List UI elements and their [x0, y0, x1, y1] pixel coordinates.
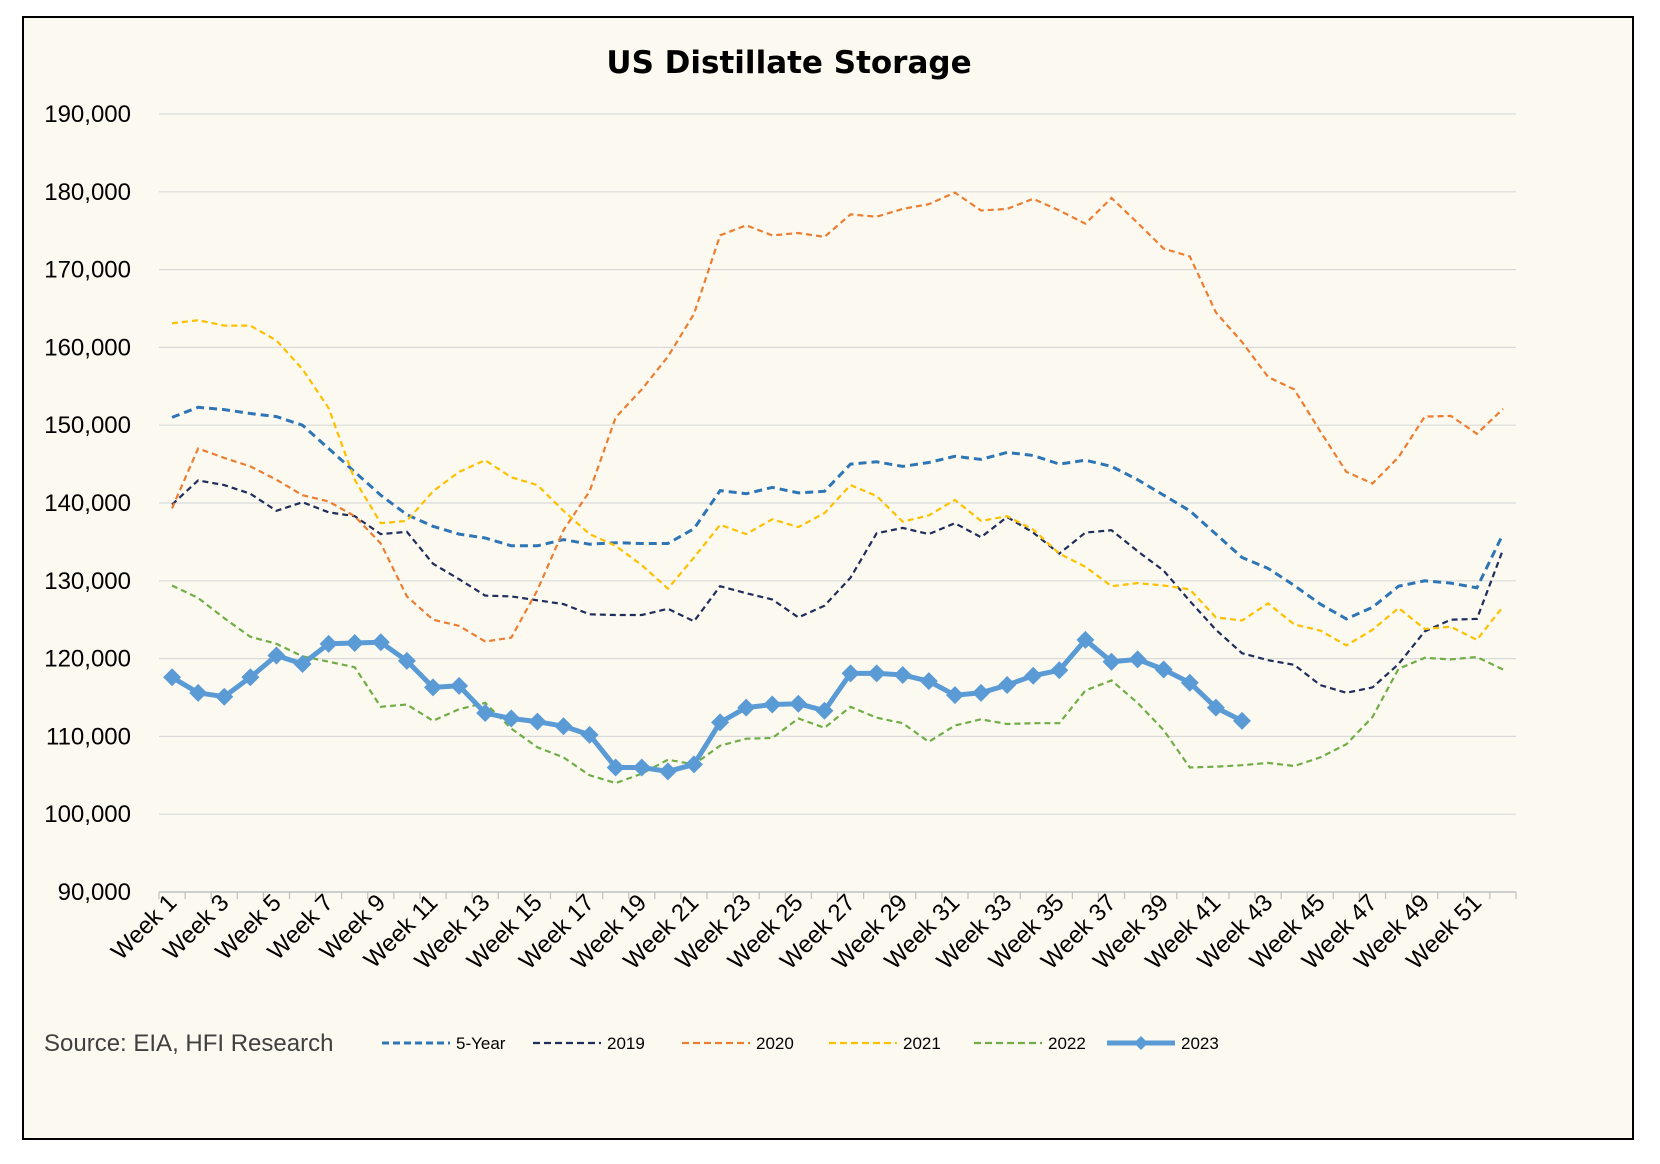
- data-point: [502, 709, 521, 728]
- y-axis-ticks: 90,000 100,000 110,000 120,000 130,000 140,00…: [44, 101, 131, 906]
- source-note: Source: EIA, HFI Research: [44, 1030, 333, 1057]
- legend-label-2022: 2022: [1048, 1034, 1086, 1053]
- data-point: [450, 676, 469, 695]
- data-point: [1154, 660, 1173, 679]
- data-point: [424, 678, 443, 697]
- line-chart: US Distillate Storage 90,000 100,000 110,0…: [44, 45, 1517, 1057]
- chart-title: US Distillate Storage: [606, 45, 971, 81]
- data-point: [815, 701, 834, 720]
- series-line-2023: [170, 637, 1244, 774]
- data-point: [737, 698, 756, 717]
- y-tick-label: 130,000: [44, 568, 131, 595]
- y-tick-label: 90,000: [58, 879, 131, 906]
- data-point: [1180, 673, 1199, 692]
- data-point: [711, 713, 730, 732]
- data-point: [215, 687, 234, 706]
- data-point: [893, 665, 912, 684]
- legend-label-2019: 2019: [607, 1034, 645, 1053]
- series-line-2019: [171, 479, 1505, 694]
- series-line-2020: [170, 191, 1504, 643]
- data-point: [528, 712, 547, 731]
- data-point: [841, 664, 860, 683]
- data-point: [1050, 661, 1069, 680]
- data-point: [1232, 711, 1251, 730]
- data-point: [867, 664, 886, 683]
- data-point: [972, 683, 991, 702]
- y-tick-label: 190,000: [44, 101, 131, 128]
- data-point: [632, 758, 651, 777]
- y-tick-label: 150,000: [44, 412, 131, 439]
- data-point: [1024, 666, 1043, 685]
- data-point: [189, 683, 208, 702]
- data-point: [789, 694, 808, 713]
- series-line-5-year: [171, 405, 1505, 621]
- legend-label-2023: 2023: [1181, 1034, 1219, 1053]
- data-point: [945, 686, 964, 705]
- data-point: [580, 725, 599, 744]
- legend-label-5-year: 5-Year: [456, 1034, 506, 1053]
- data-point: [371, 633, 390, 652]
- data-point: [919, 672, 938, 691]
- y-tick-label: 160,000: [44, 334, 131, 361]
- data-point: [998, 676, 1017, 695]
- y-tick-label: 100,000: [44, 801, 131, 828]
- data-point: [1076, 630, 1095, 649]
- y-tick-label: 110,000: [46, 723, 131, 750]
- data-point: [267, 646, 286, 665]
- data-point: [763, 695, 782, 714]
- data-point: [684, 755, 703, 774]
- data-point: [1128, 650, 1147, 669]
- y-tick-label: 140,000: [44, 490, 131, 517]
- series-lines: [163, 191, 1505, 785]
- series-line-2021: [171, 319, 1504, 647]
- series-line-2022: [171, 584, 1504, 785]
- y-tick-label: 120,000: [44, 646, 131, 673]
- data-point: [1102, 652, 1121, 671]
- data-point: [293, 655, 312, 674]
- legend-label-2020: 2020: [756, 1034, 794, 1053]
- data-point: [476, 704, 495, 723]
- chart-frame: US Distillate Storage 90,000 100,000 110,0…: [22, 16, 1634, 1140]
- data-point: [554, 717, 573, 736]
- data-point: [241, 668, 260, 687]
- gridlines: [159, 113, 1516, 815]
- legend-label-2021: 2021: [903, 1034, 941, 1053]
- data-point: [1206, 698, 1225, 717]
- data-point: [658, 762, 677, 781]
- y-tick-label: 180,000: [44, 179, 131, 206]
- data-point: [397, 651, 416, 670]
- data-point: [319, 634, 338, 653]
- data-point: [163, 668, 182, 687]
- legend: 5-Year 2019 2020 2021 2022 2023: [382, 1034, 1219, 1053]
- y-tick-label: 170,000: [44, 257, 131, 284]
- legend-marker: [1134, 1036, 1148, 1050]
- data-point: [606, 758, 625, 777]
- data-point: [345, 634, 364, 653]
